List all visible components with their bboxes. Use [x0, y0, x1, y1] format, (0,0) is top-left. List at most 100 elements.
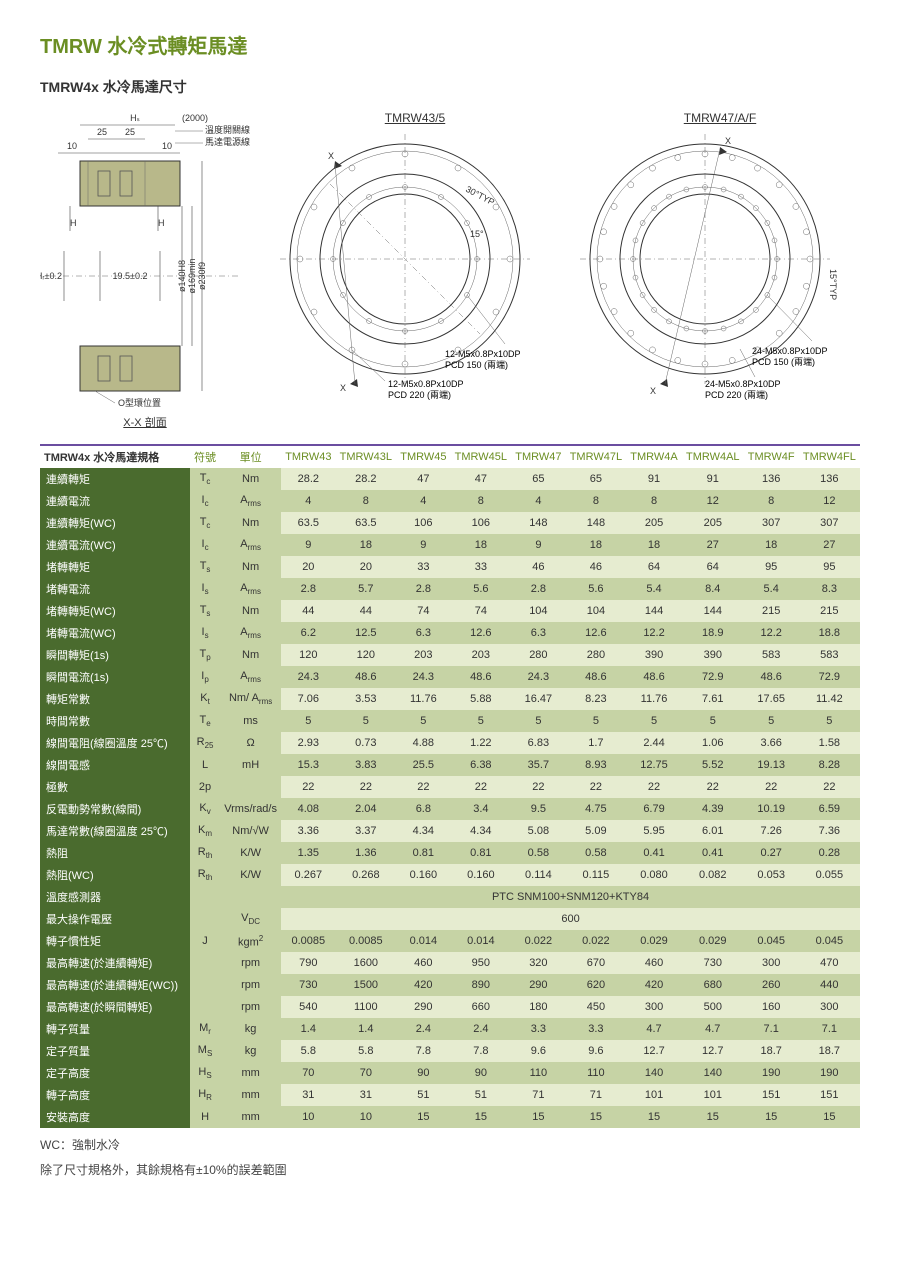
cell-value: 70 — [281, 1062, 335, 1084]
cell-value: 5 — [451, 710, 512, 732]
row-unit: VDC — [220, 908, 281, 930]
cell-value: 74 — [451, 600, 512, 622]
label-power: 馬達電源線 — [205, 136, 250, 147]
cell-value: 5 — [396, 710, 450, 732]
cell-value: 12 — [682, 490, 744, 512]
cell-value: 5.8 — [336, 1040, 397, 1062]
table-row: 安裝高度Hmm10101515151515151515 — [40, 1106, 860, 1128]
cell-value: 5.4 — [744, 578, 799, 600]
cell-value: 47 — [396, 468, 450, 490]
cell-value: 6.79 — [626, 798, 682, 820]
spec-table: TMRW4x 水冷馬達規格 符號 單位 TMRW43TMRW43LTMRW45T… — [40, 444, 860, 1128]
cell-value: 15.3 — [281, 754, 335, 776]
cell-value: 2.04 — [336, 798, 397, 820]
cell-value: 5 — [744, 710, 799, 732]
cell-value: 8 — [566, 490, 627, 512]
cell-value: 6.2 — [281, 622, 335, 644]
table-row: 最高轉速(於連續轉矩)rpm79016004609503206704607303… — [40, 952, 860, 974]
cell-value: 12.2 — [626, 622, 682, 644]
row-unit: Nm — [220, 468, 281, 490]
cell-value: 260 — [744, 974, 799, 996]
row-symbol — [190, 952, 220, 974]
table-row: 瞬間電流(1s)IpArms24.348.624.348.624.348.648… — [40, 666, 860, 688]
row-label: 反電動勢常數(線間) — [40, 798, 190, 820]
cell-value: 203 — [451, 644, 512, 666]
cell-value: 3.53 — [336, 688, 397, 710]
cell-value: 11.76 — [626, 688, 682, 710]
row-label: 最高轉速(於連續轉矩) — [40, 952, 190, 974]
cell-value: 5.6 — [566, 578, 627, 600]
row-label: 定子高度 — [40, 1062, 190, 1084]
row-symbol — [190, 996, 220, 1018]
model-col: TMRW4AL — [682, 445, 744, 468]
row-symbol: J — [190, 930, 220, 952]
table-row: 轉子質量Mrkg1.41.42.42.43.33.34.74.77.17.1 — [40, 1018, 860, 1040]
cell-value: 0.73 — [336, 732, 397, 754]
cell-value: 0.28 — [799, 842, 860, 864]
row-unit — [220, 776, 281, 798]
table-row: 馬達常數(線圈溫度 25℃)KmNm/√W3.363.374.344.345.0… — [40, 820, 860, 842]
cell-value: 65 — [511, 468, 565, 490]
cell-value: 290 — [396, 996, 450, 1018]
model-col: TMRW4FL — [799, 445, 860, 468]
cell-value: 205 — [682, 512, 744, 534]
row-symbol: HS — [190, 1062, 220, 1084]
cell-value: 460 — [626, 952, 682, 974]
cell-value: 12.7 — [682, 1040, 744, 1062]
cell-value: 33 — [396, 556, 450, 578]
cell-value: 0.022 — [566, 930, 627, 952]
cell-value: 0.014 — [451, 930, 512, 952]
table-row: 連續轉矩TcNm28.228.2474765659191136136 — [40, 468, 860, 490]
callout-b1: 24-M5x0.8Px10DPPCD 150 (兩端) — [752, 346, 828, 367]
label-oring: O型環位置 — [118, 397, 161, 408]
footnote-tol: 除了尺寸規格外，其餘規格有±10%的誤差範圍 — [40, 1161, 860, 1178]
model-col: TMRW45L — [451, 445, 512, 468]
cell-value: 46 — [511, 556, 565, 578]
col-sym: 符號 — [190, 445, 220, 468]
circle-b-title: TMRW47/A/F — [580, 111, 860, 125]
row-label: 定子質量 — [40, 1040, 190, 1062]
cell-value: 6.38 — [451, 754, 512, 776]
label-temp: 溫度開關線 — [205, 124, 250, 135]
cell-value: 18.7 — [744, 1040, 799, 1062]
cell-value: 104 — [566, 600, 627, 622]
row-label: 安裝高度 — [40, 1106, 190, 1128]
cell-value: 300 — [626, 996, 682, 1018]
cell-value: 71 — [511, 1084, 565, 1106]
cell-value: 31 — [336, 1084, 397, 1106]
row-symbol: Ic — [190, 490, 220, 512]
cell-value: 15 — [744, 1106, 799, 1128]
cell-value: 22 — [451, 776, 512, 798]
row-symbol: L — [190, 754, 220, 776]
cell-value: 72.9 — [682, 666, 744, 688]
cell-value: 27 — [799, 534, 860, 556]
row-symbol: Kt — [190, 688, 220, 710]
row-symbol: Kv — [190, 798, 220, 820]
cell-value: 215 — [744, 600, 799, 622]
cell-value: 15 — [396, 1106, 450, 1128]
cell-value: 190 — [799, 1062, 860, 1084]
cell-value: 300 — [744, 952, 799, 974]
cell-value: 22 — [396, 776, 450, 798]
cell-value: 1.7 — [566, 732, 627, 754]
table-row: 連續電流IcArms484848812812 — [40, 490, 860, 512]
cell-value: 151 — [799, 1084, 860, 1106]
cell-value: 307 — [744, 512, 799, 534]
model-col: TMRW45 — [396, 445, 450, 468]
x-top-b: X — [725, 136, 731, 146]
cell-value: 0.160 — [396, 864, 450, 886]
row-unit: Arms — [220, 534, 281, 556]
cell-value: 460 — [396, 952, 450, 974]
dim-10b: 10 — [162, 141, 172, 151]
model-col: TMRW47L — [566, 445, 627, 468]
table-row: 堵轉轉矩(WC)TsNm44447474104104144144215215 — [40, 600, 860, 622]
cell-value: 670 — [566, 952, 627, 974]
row-label: 轉子慣性矩 — [40, 930, 190, 952]
cell-value: 7.1 — [744, 1018, 799, 1040]
cell-value: 9.5 — [511, 798, 565, 820]
cell-value: 5 — [566, 710, 627, 732]
cell-value: 0.81 — [396, 842, 450, 864]
cell-value: 2.4 — [396, 1018, 450, 1040]
row-symbol: Ip — [190, 666, 220, 688]
row-unit: Arms — [220, 666, 281, 688]
